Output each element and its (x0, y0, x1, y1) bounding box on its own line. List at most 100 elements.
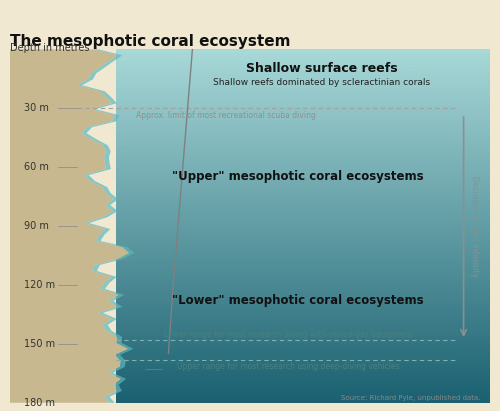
Bar (116, 272, 490, 275)
Bar (116, 53, 490, 56)
Text: Decrease in light intensity: Decrease in light intensity (470, 175, 479, 277)
Text: 150 m: 150 m (24, 339, 56, 349)
Bar (116, 321, 490, 325)
Bar (116, 95, 490, 99)
Bar (116, 357, 490, 360)
Text: 30 m: 30 m (24, 103, 50, 113)
Bar (116, 138, 490, 141)
Bar (116, 244, 490, 247)
Bar (116, 145, 490, 148)
Bar (116, 381, 490, 385)
Bar (116, 191, 490, 194)
Text: Lower range for most research diving with mixed-gas equipment: Lower range for most research diving wit… (164, 330, 412, 339)
Bar (116, 187, 490, 191)
Bar (116, 307, 490, 311)
Bar (116, 56, 490, 60)
Bar (116, 378, 490, 381)
Bar (116, 127, 490, 131)
Bar (116, 116, 490, 120)
Bar (116, 293, 490, 297)
Text: Shallow reefs dominated by scleractinian corals: Shallow reefs dominated by scleractinian… (214, 78, 430, 87)
Bar (116, 63, 490, 67)
Bar (116, 141, 490, 145)
Text: Upper range for most research using deep-diving vehicles: Upper range for most research using deep… (177, 362, 400, 371)
Bar (116, 396, 490, 399)
Bar (116, 99, 490, 102)
Bar (116, 290, 490, 293)
Bar (116, 332, 490, 336)
Bar (116, 385, 490, 389)
Bar (116, 106, 490, 109)
Text: 90 m: 90 m (24, 221, 50, 231)
Bar (116, 120, 490, 124)
Bar (116, 49, 490, 53)
Text: Depth in metres: Depth in metres (10, 44, 90, 53)
Bar (116, 268, 490, 272)
Bar (116, 304, 490, 307)
Bar (116, 265, 490, 268)
Bar (116, 318, 490, 321)
Bar (116, 371, 490, 374)
Bar (116, 328, 490, 332)
Text: Shallow surface reefs: Shallow surface reefs (246, 62, 398, 76)
Bar (116, 339, 490, 343)
Bar (116, 283, 490, 286)
Bar (116, 233, 490, 237)
Text: Source: Richard Pyle, unpublished data.: Source: Richard Pyle, unpublished data. (341, 395, 480, 401)
Bar (116, 60, 490, 63)
Bar (116, 399, 490, 403)
Bar (116, 88, 490, 92)
Bar (116, 275, 490, 279)
Bar (116, 389, 490, 392)
Bar (116, 219, 490, 222)
Bar (116, 169, 490, 173)
Bar (116, 177, 490, 180)
Bar (116, 208, 490, 212)
Bar (116, 286, 490, 290)
Bar (116, 155, 490, 159)
Bar (116, 162, 490, 166)
Bar (116, 222, 490, 226)
Bar (116, 353, 490, 357)
Bar (116, 215, 490, 219)
Bar (116, 336, 490, 339)
Bar (116, 364, 490, 367)
Text: 180 m: 180 m (24, 398, 56, 408)
Bar (116, 109, 490, 113)
Bar (116, 350, 490, 353)
Text: "Upper" mesophotic coral ecosystems: "Upper" mesophotic coral ecosystems (172, 171, 424, 183)
Polygon shape (77, 49, 134, 403)
Bar (116, 148, 490, 152)
Bar (116, 134, 490, 138)
Bar (116, 237, 490, 240)
Bar (116, 166, 490, 169)
Bar (116, 374, 490, 378)
Bar (116, 346, 490, 350)
Bar (116, 392, 490, 396)
Bar (116, 311, 490, 314)
Bar (116, 360, 490, 364)
Bar (116, 74, 490, 78)
Bar (116, 300, 490, 304)
Bar (116, 102, 490, 106)
Bar (116, 240, 490, 244)
Bar (116, 212, 490, 215)
Bar (116, 184, 490, 187)
Bar (116, 152, 490, 155)
Bar (116, 226, 490, 230)
Text: 60 m: 60 m (24, 162, 50, 172)
Bar (116, 297, 490, 300)
Bar (116, 159, 490, 162)
Bar (116, 251, 490, 254)
Bar (116, 85, 490, 88)
Bar (116, 194, 490, 198)
Bar (116, 71, 490, 74)
Bar (116, 78, 490, 81)
Bar (116, 124, 490, 127)
Bar (116, 92, 490, 95)
Bar (116, 201, 490, 205)
Bar (116, 261, 490, 265)
Bar (116, 67, 490, 71)
Text: "Lower" mesophotic coral ecosystems: "Lower" mesophotic coral ecosystems (172, 294, 424, 307)
Bar (116, 367, 490, 371)
